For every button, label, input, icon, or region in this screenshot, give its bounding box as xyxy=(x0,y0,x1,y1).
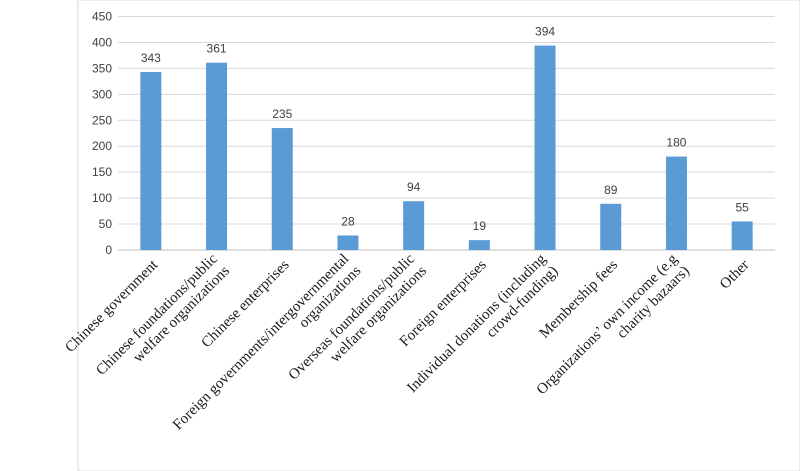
data-label: 28 xyxy=(341,214,355,228)
category-label: Other xyxy=(717,257,752,292)
bar xyxy=(600,203,622,250)
bar xyxy=(534,45,556,251)
bar xyxy=(731,221,753,250)
data-labels: 343 361 235 28 94 19 394 89 180 55 xyxy=(141,25,749,234)
bar xyxy=(403,201,425,250)
y-axis-ticks: 0 50 100 150 200 250 300 350 400 450 xyxy=(92,10,112,258)
data-label: 343 xyxy=(141,51,161,65)
bar xyxy=(468,240,490,250)
data-label: 235 xyxy=(272,107,292,121)
y-tick-label: 150 xyxy=(92,165,112,179)
y-tick-label: 300 xyxy=(92,87,112,101)
y-tick-label: 0 xyxy=(105,243,112,257)
data-label: 89 xyxy=(604,183,618,197)
data-label: 94 xyxy=(407,180,421,194)
gridlines xyxy=(118,16,775,225)
bar xyxy=(665,156,687,250)
y-tick-label: 50 xyxy=(99,217,113,231)
bar xyxy=(140,72,162,250)
data-label: 19 xyxy=(473,219,487,233)
y-tick-label: 450 xyxy=(92,10,112,24)
y-tick-label: 200 xyxy=(92,139,112,153)
data-label: 55 xyxy=(735,200,749,214)
data-label: 361 xyxy=(207,42,227,56)
bar xyxy=(271,128,293,250)
bars xyxy=(140,45,753,251)
chart-frame xyxy=(77,0,800,471)
y-tick-label: 250 xyxy=(92,113,112,127)
y-tick-label: 350 xyxy=(92,61,112,75)
category-label-line: Other xyxy=(717,257,752,292)
data-label: 394 xyxy=(535,25,555,39)
bar xyxy=(206,62,228,251)
y-tick-label: 400 xyxy=(92,35,112,49)
y-tick-label: 100 xyxy=(92,191,112,205)
bar xyxy=(337,235,359,250)
data-label: 180 xyxy=(666,136,686,150)
